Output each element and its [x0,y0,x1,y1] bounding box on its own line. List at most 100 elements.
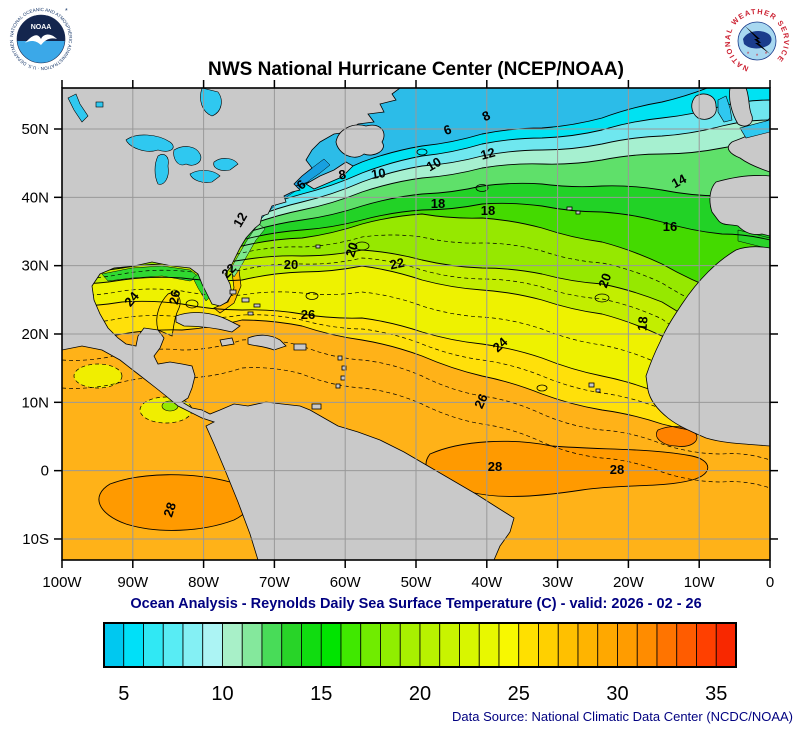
colorbar-cell [557,622,579,668]
y-axis-label: 0 [41,463,49,480]
colorbar-cell [182,622,204,668]
y-axis-label: 30N [21,258,49,275]
colorbar-border [103,622,737,668]
x-axis-label: 50W [401,574,433,591]
contour-label: 10 [424,154,444,174]
land-novascotia [305,161,354,190]
colorbar-cell [478,622,500,668]
land-iberia [709,175,770,237]
axes-layer: 100W 90W 80W 70W 60W 50W 40W 30W 20W 10W 0 50N 40N 30… [21,80,778,591]
colorbar-cell [636,622,658,668]
isotherm-line [62,319,770,441]
land-layer [62,88,770,560]
x-axis-label: 70W [259,574,291,591]
contour-label: 6 [441,121,453,138]
warm-pool-pacific [98,474,252,531]
colorbar-label: 15 [310,683,332,705]
contour-label: 20 [342,240,361,258]
irish-sea [717,95,733,123]
colorbar-cell [459,622,480,668]
contour-label: 18 [634,316,650,332]
land-britain [729,88,753,127]
land-newfoundland [335,124,385,158]
colorbar-label: 5 [118,683,129,705]
colorbar-cell [676,622,697,668]
noaa-starburst-icon: * [65,8,68,15]
contour-label: 20 [284,257,298,272]
colorbar-cell [103,622,125,668]
y-axis-label: 50N [21,121,49,138]
contour-label: 18 [431,196,445,211]
x-axis-label: 40W [471,574,503,591]
colorbar-cell [202,622,223,668]
lake-superior [125,134,174,152]
contour-label: 28 [610,462,624,477]
x-axis-label: 20W [613,574,645,591]
contour-label: 28 [488,459,502,474]
colorbar-cell [222,622,243,668]
colorbar-cell [301,622,322,668]
contour-label: 12 [230,210,250,230]
lake-small [95,101,104,108]
colorbar-cell [380,622,401,668]
colorbar-cell [617,622,638,668]
james-bay [200,88,222,117]
colorbar-cell [281,622,302,668]
y-axis-label: 40N [21,189,49,206]
x-axis-label: 10W [684,574,716,591]
y-axis-label: 10S [22,531,49,548]
isotherm-dashed [62,257,770,379]
noaa-inner-ring [16,14,66,64]
isotherm-dashed [62,339,770,461]
grid-layer [62,88,770,560]
land-africa [645,246,770,447]
x-axis-label: 90W [117,574,149,591]
colorbar-cell [261,622,283,668]
colorbar-cell [577,622,599,668]
noaa-center-text: NOAA [31,24,52,31]
contour-label: 22 [388,255,405,273]
lake-ontario [213,158,239,171]
contour-label: 26 [166,289,183,306]
colorbar-cell [360,622,381,668]
x-axis-label: 100W [42,574,82,591]
colorbar-cell [241,622,263,668]
land-ireland [691,93,717,120]
colorbar-cell [162,622,184,668]
x-axis-label: 30W [542,574,574,591]
contour-label: 10 [370,165,386,182]
map-subtitle: Ocean Analysis - Reynolds Daily Sea Surf… [130,596,701,612]
colorbar-label: 35 [705,683,727,705]
svg-text:*: * [765,52,768,58]
colorbar-cell [123,622,144,668]
loop-current [156,292,181,337]
colorbar-cell [538,622,559,668]
isotherm-line [62,265,770,401]
colorbar-cell [656,622,678,668]
shelf-strip-southeast [229,223,266,278]
data-source-text: Data Source: National Climatic Data Cent… [452,709,793,724]
colorbar-label: 20 [409,683,431,705]
noaa-sea [17,41,65,63]
nws-lightning-icon [745,26,770,54]
lake-winnipeg [67,93,89,123]
lakes-layer [67,88,770,185]
lake-huron [173,146,202,166]
noaa-gull-icon [25,34,57,45]
colorbar-cell [399,622,421,668]
svg-text:*: * [747,52,750,58]
colorbar-cell [340,622,362,668]
colorbar-label: 30 [606,683,628,705]
land-cuba [175,312,241,333]
land-jamaica [219,337,235,347]
y-axis-label: 10N [21,394,49,411]
colorbar-cell [696,622,717,668]
page-title: NWS National Hurricane Center (NCEP/NOAA… [208,59,624,80]
colorbar-cell [320,622,342,668]
contour-label: 28 [160,500,179,518]
nws-stars-icon: * * * [747,52,768,60]
land-hispaniola [247,334,287,351]
y-axis-label: 20N [21,326,49,343]
